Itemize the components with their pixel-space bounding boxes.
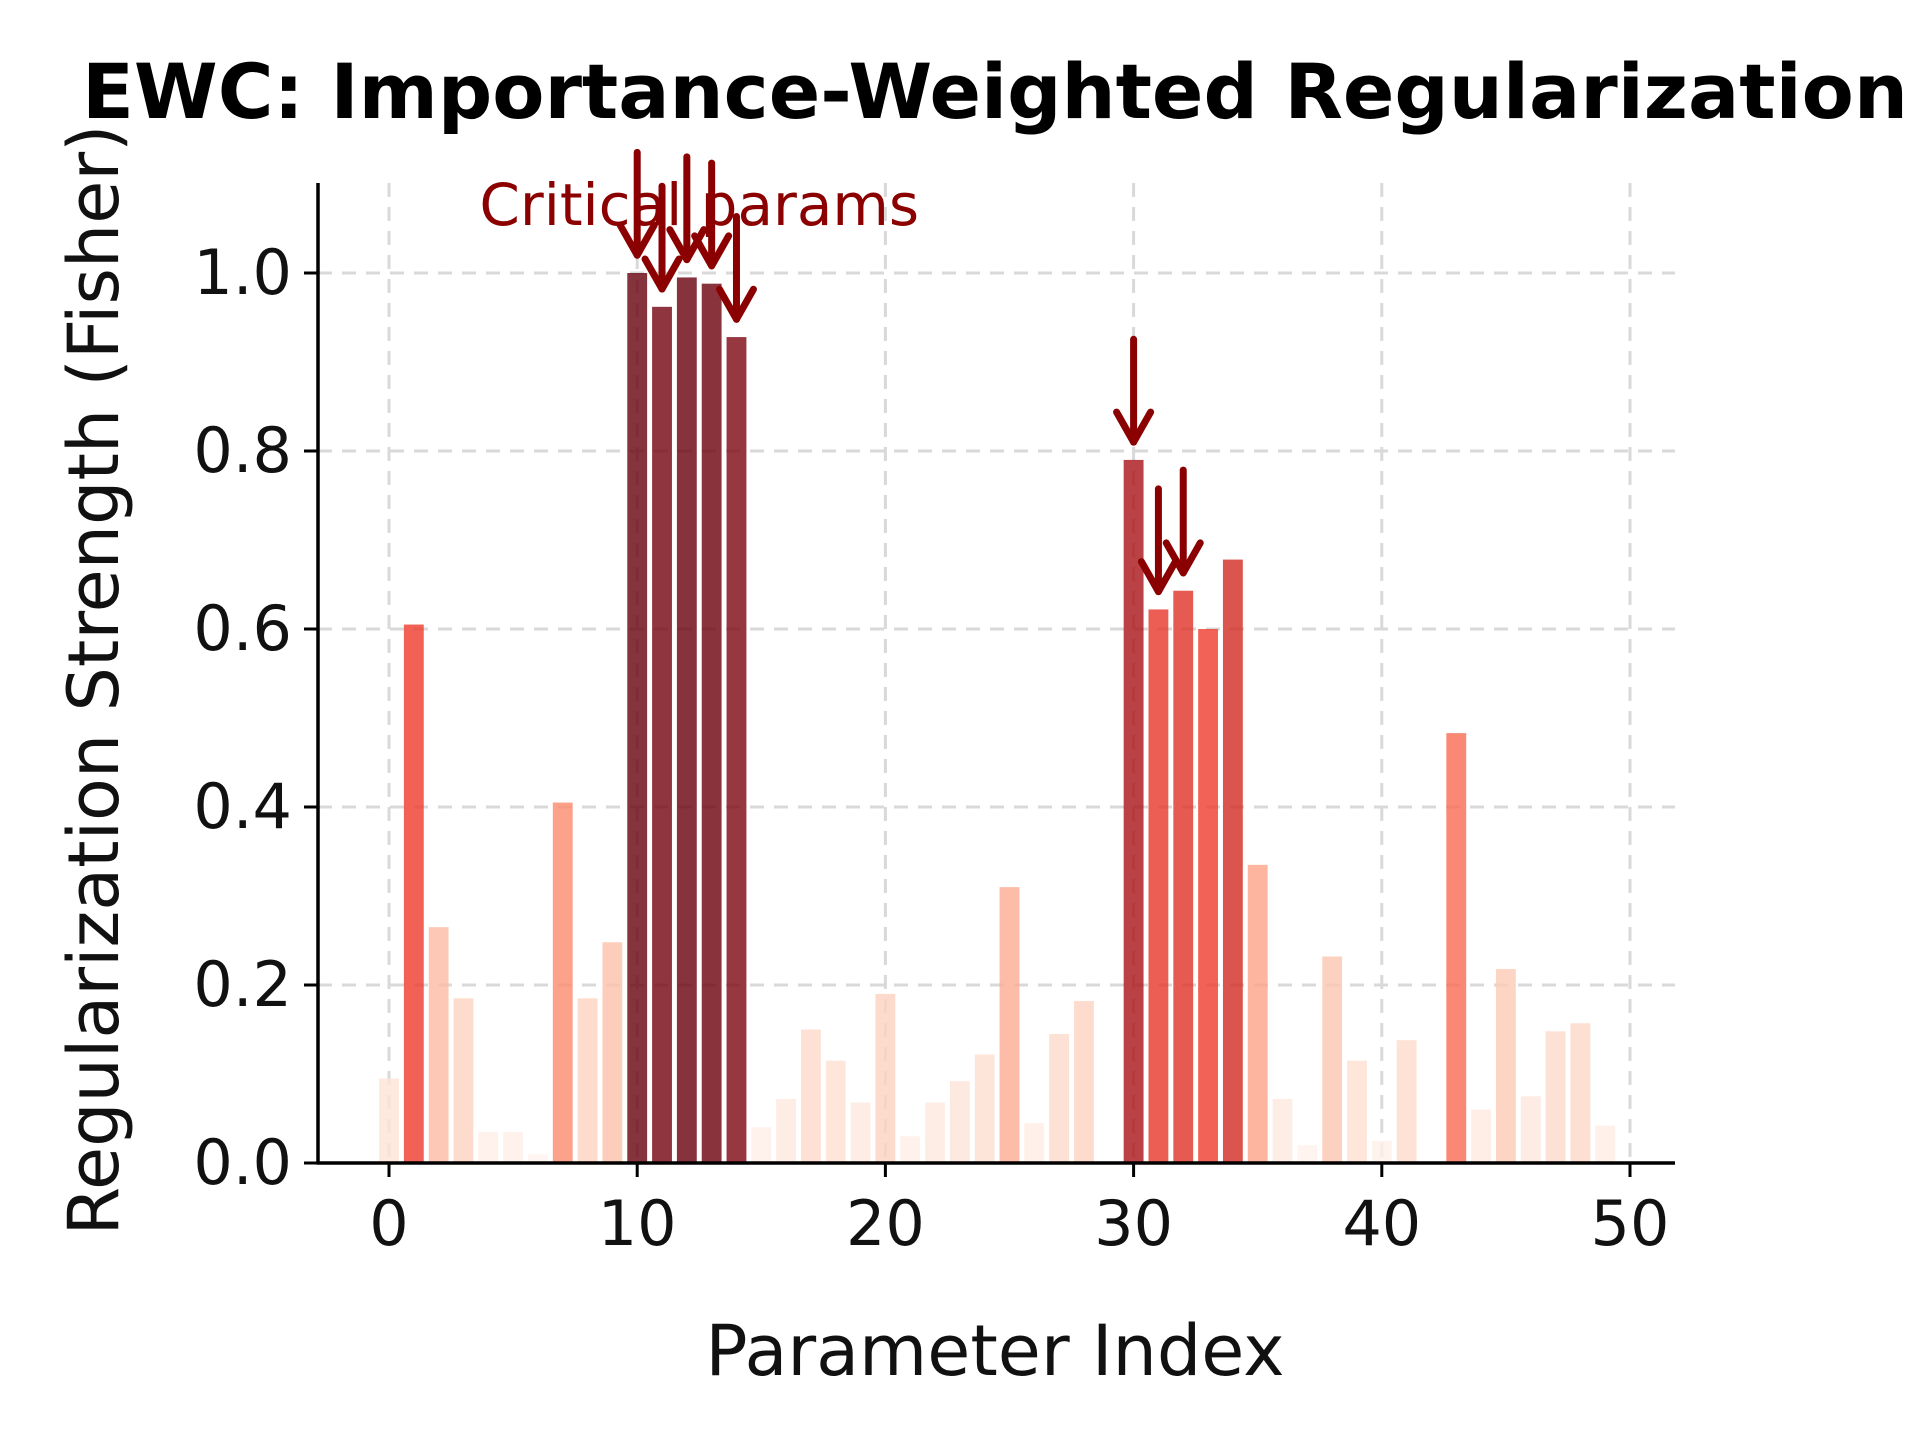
critical-arrow-32 (1162, 466, 1204, 577)
bar-param-0 (379, 1078, 399, 1163)
bar-param-17 (801, 1029, 821, 1163)
grid (318, 183, 1675, 1165)
bar-param-39 (1347, 1060, 1367, 1163)
y-tick-label: 0.0 (193, 1126, 292, 1199)
bar-param-16 (776, 1098, 797, 1163)
critical-arrow-13 (691, 159, 733, 270)
x-tick-label: 10 (598, 1187, 677, 1260)
critical-arrow-30 (1113, 335, 1155, 446)
x-tick-label: 40 (1342, 1187, 1421, 1260)
y-tick-label: 0.8 (193, 414, 292, 487)
bar-param-25 (999, 887, 1020, 1163)
bar-param-30 (1123, 459, 1144, 1163)
x-tick-label: 30 (1094, 1187, 1173, 1260)
x-tick-label: 20 (846, 1187, 925, 1260)
bar-param-38 (1322, 956, 1343, 1163)
y-ticks: 0.0 0.2 0.4 0.6 0.8 1.0 (193, 236, 318, 1199)
bar-param-36 (1272, 1098, 1293, 1163)
critical-arrow-31 (1137, 485, 1179, 596)
bar-param-23 (949, 1081, 970, 1163)
bar-param-4 (478, 1131, 499, 1163)
bar-param-14 (726, 337, 747, 1164)
bar-param-20 (875, 993, 896, 1163)
bar-param-8 (577, 998, 598, 1163)
bar-param-2 (428, 927, 449, 1163)
bar-param-5 (503, 1131, 524, 1163)
bar-param-21 (900, 1136, 921, 1163)
bar-param-24 (974, 1054, 995, 1163)
chart-title: EWC: Importance-Weighted Regularization (82, 47, 1908, 136)
bar-param-47 (1545, 1031, 1566, 1163)
critical-arrow-14 (715, 212, 757, 323)
axes (316, 183, 1675, 1165)
bar-param-35 (1247, 864, 1268, 1163)
bar-param-13 (701, 283, 722, 1163)
y-axis-label: Regularization Strength (Fisher) (53, 125, 135, 1236)
critical-arrows (616, 148, 1204, 596)
bar-param-27 (1049, 1033, 1070, 1163)
annotation-critical-params: Critical params (479, 171, 919, 239)
bar-param-26 (1024, 1122, 1045, 1163)
bar-param-12 (676, 277, 697, 1163)
bar-param-33 (1198, 629, 1218, 1163)
x-tick-label: 50 (1591, 1187, 1670, 1260)
x-axis-label: Parameter Index (705, 1310, 1284, 1392)
bar-param-49 (1595, 1125, 1616, 1163)
x-tick-label: 0 (369, 1187, 408, 1260)
bar-param-28 (1074, 1001, 1094, 1163)
bar-param-15 (751, 1127, 772, 1163)
bar-param-10 (627, 273, 648, 1163)
y-tick-label: 1.0 (193, 236, 292, 309)
bar-param-43 (1446, 733, 1467, 1163)
bar-param-11 (652, 306, 672, 1163)
bar-param-45 (1495, 968, 1516, 1163)
y-tick-label: 0.4 (193, 770, 292, 843)
bar-param-32 (1173, 590, 1194, 1163)
critical-arrow-10 (616, 148, 658, 259)
bars (379, 273, 1616, 1164)
x-ticks: 0 10 20 30 40 50 (369, 1163, 1669, 1260)
bar-param-34 (1222, 559, 1243, 1163)
critical-arrow-11 (641, 182, 683, 293)
y-tick-label: 0.2 (193, 948, 292, 1021)
bar-param-37 (1297, 1145, 1318, 1163)
bar-param-31 (1148, 609, 1169, 1163)
bar-param-40 (1371, 1140, 1392, 1163)
bar-param-6 (527, 1154, 548, 1163)
bar-param-22 (925, 1102, 945, 1163)
y-tick-label: 0.6 (193, 592, 292, 665)
bar-param-9 (602, 942, 623, 1163)
bar-param-19 (850, 1102, 871, 1163)
bar-param-44 (1471, 1109, 1492, 1163)
bar-param-46 (1520, 1096, 1541, 1163)
bar-param-1 (403, 624, 424, 1163)
bar-param-18 (825, 1060, 846, 1163)
bar-param-48 (1570, 1023, 1591, 1163)
bar-param-41 (1396, 1040, 1417, 1163)
bar-param-3 (453, 998, 474, 1163)
bar-param-7 (552, 802, 573, 1163)
